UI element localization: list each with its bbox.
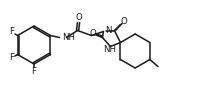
Text: N: N (105, 26, 111, 35)
Text: NH: NH (62, 33, 75, 42)
Text: O: O (89, 29, 95, 38)
Text: NH: NH (102, 45, 115, 54)
Text: F: F (9, 54, 14, 62)
Text: O: O (75, 14, 81, 23)
Text: F: F (9, 28, 14, 37)
Text: F: F (31, 67, 36, 76)
Text: O: O (119, 17, 126, 26)
